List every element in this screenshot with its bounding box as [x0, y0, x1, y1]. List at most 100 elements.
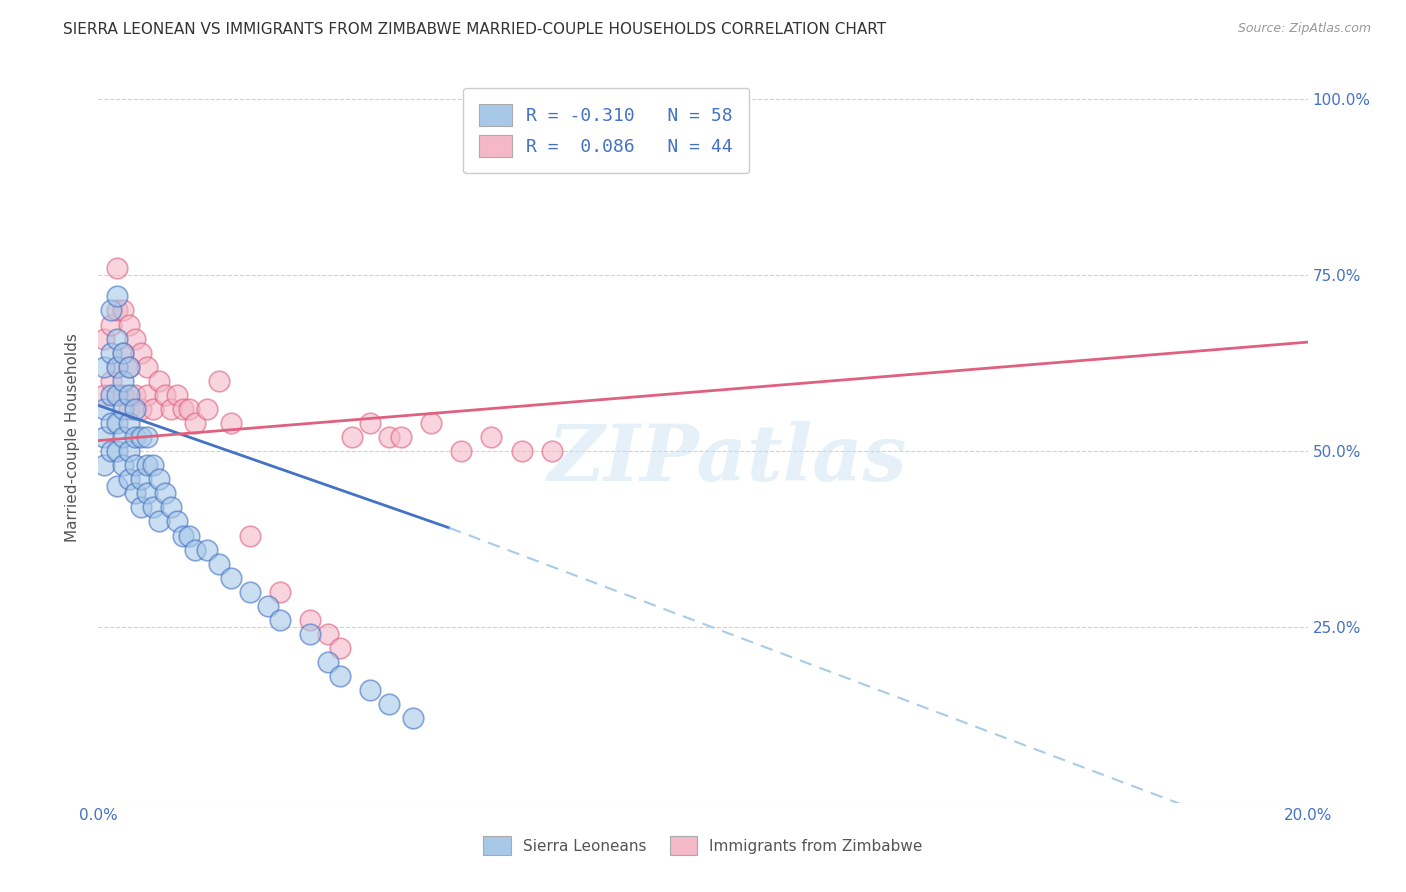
- Point: [105, 303, 128, 318]
- Point: [269, 613, 291, 627]
- Point: [100, 345, 122, 359]
- Point: [111, 458, 134, 473]
- Point: [93, 458, 115, 473]
- Point: [184, 416, 207, 430]
- Point: [342, 430, 364, 444]
- Point: [510, 444, 533, 458]
- Point: [105, 289, 128, 303]
- Point: [208, 374, 231, 388]
- Point: [105, 359, 128, 374]
- Point: [160, 401, 183, 416]
- Point: [148, 374, 170, 388]
- Point: [129, 472, 152, 486]
- Point: [329, 641, 352, 656]
- Legend: Sierra Leoneans, Immigrants from Zimbabwe: Sierra Leoneans, Immigrants from Zimbabw…: [477, 830, 929, 861]
- Point: [105, 479, 128, 493]
- Point: [360, 683, 382, 698]
- Point: [172, 401, 194, 416]
- Point: [129, 500, 152, 515]
- Point: [124, 430, 146, 444]
- Point: [450, 444, 472, 458]
- Point: [142, 500, 165, 515]
- Point: [100, 388, 122, 402]
- Point: [93, 430, 115, 444]
- Point: [239, 584, 262, 599]
- Point: [389, 430, 412, 444]
- Point: [111, 345, 134, 359]
- Point: [179, 528, 201, 542]
- Point: [93, 359, 115, 374]
- Point: [105, 388, 128, 402]
- Point: [118, 388, 141, 402]
- Point: [148, 472, 170, 486]
- Point: [111, 388, 134, 402]
- Point: [172, 528, 194, 542]
- Point: [129, 345, 152, 359]
- Point: [124, 486, 146, 500]
- Point: [269, 584, 291, 599]
- Point: [105, 261, 128, 276]
- Point: [166, 388, 188, 402]
- Point: [153, 388, 176, 402]
- Point: [105, 416, 128, 430]
- Point: [148, 515, 170, 529]
- Point: [129, 401, 152, 416]
- Point: [135, 388, 157, 402]
- Point: [118, 401, 141, 416]
- Point: [153, 486, 176, 500]
- Point: [111, 345, 134, 359]
- Point: [100, 303, 122, 318]
- Point: [100, 416, 122, 430]
- Point: [195, 401, 218, 416]
- Point: [256, 599, 278, 613]
- Point: [100, 374, 122, 388]
- Point: [166, 515, 188, 529]
- Point: [135, 430, 157, 444]
- Point: [377, 698, 399, 712]
- Text: Source: ZipAtlas.com: Source: ZipAtlas.com: [1237, 22, 1371, 36]
- Point: [93, 388, 115, 402]
- Point: [299, 627, 322, 641]
- Point: [299, 613, 322, 627]
- Point: [118, 359, 141, 374]
- Point: [129, 430, 152, 444]
- Point: [105, 332, 128, 346]
- Point: [179, 401, 201, 416]
- Point: [221, 416, 243, 430]
- Point: [208, 557, 231, 571]
- Point: [221, 571, 243, 585]
- Point: [142, 458, 165, 473]
- Point: [124, 458, 146, 473]
- Text: ZIPatlas: ZIPatlas: [547, 421, 907, 497]
- Point: [142, 401, 165, 416]
- Point: [105, 444, 128, 458]
- Point: [184, 542, 207, 557]
- Point: [124, 401, 146, 416]
- Point: [100, 444, 122, 458]
- Text: SIERRA LEONEAN VS IMMIGRANTS FROM ZIMBABWE MARRIED-COUPLE HOUSEHOLDS CORRELATION: SIERRA LEONEAN VS IMMIGRANTS FROM ZIMBAB…: [63, 22, 886, 37]
- Point: [124, 332, 146, 346]
- Point: [100, 318, 122, 332]
- Point: [111, 430, 134, 444]
- Point: [93, 401, 115, 416]
- Y-axis label: Married-couple Households: Married-couple Households: [65, 333, 80, 541]
- Point: [481, 430, 503, 444]
- Point: [111, 303, 134, 318]
- Point: [111, 374, 134, 388]
- Point: [239, 528, 262, 542]
- Point: [118, 444, 141, 458]
- Point: [329, 669, 352, 683]
- Point: [118, 359, 141, 374]
- Point: [402, 711, 425, 725]
- Point: [118, 416, 141, 430]
- Point: [118, 318, 141, 332]
- Point: [135, 486, 157, 500]
- Point: [316, 655, 339, 669]
- Point: [160, 500, 183, 515]
- Point: [195, 542, 218, 557]
- Point: [135, 359, 157, 374]
- Point: [377, 430, 399, 444]
- Point: [124, 388, 146, 402]
- Point: [105, 359, 128, 374]
- Point: [540, 444, 562, 458]
